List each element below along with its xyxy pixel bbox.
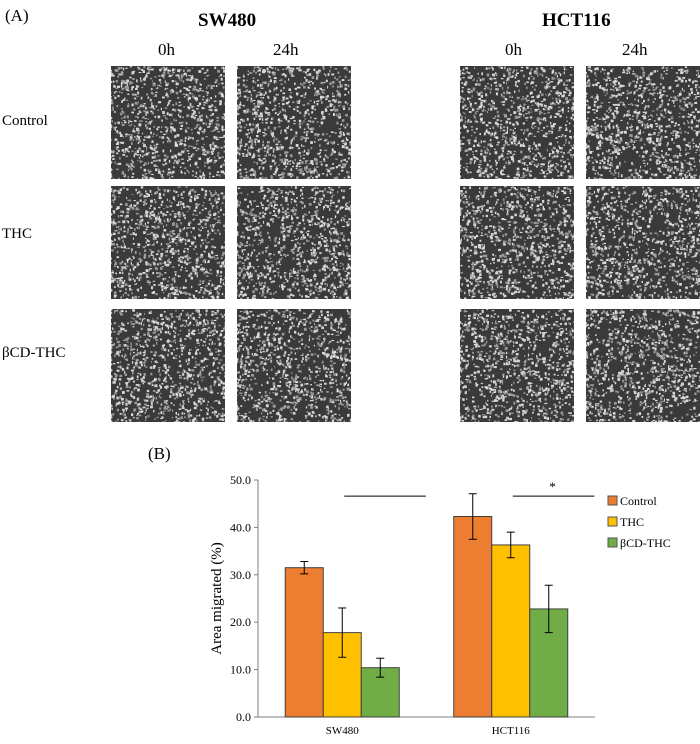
cell-line-title-hct116: HCT116 <box>542 10 611 31</box>
y-axis-title: Area migrated (%) <box>209 542 225 654</box>
bar-control-hct116 <box>453 515 493 718</box>
time-label-sw480-24h: 24h <box>273 40 299 59</box>
micrograph-control-hct116-24h <box>586 66 700 179</box>
micrograph-bcd-thc-hct116-24h <box>586 309 700 422</box>
legend-swatch-control <box>607 495 618 506</box>
legend-label-bcd-thc: βCD-THC <box>620 536 671 550</box>
micrograph-bcd-thc-sw480-0h <box>111 309 225 422</box>
micrograph-thc-sw480-24h <box>237 186 351 299</box>
micrograph-control-sw480-0h <box>111 66 225 179</box>
y-tick-label: 40.0 <box>230 520 251 534</box>
y-tick-label: 20.0 <box>230 615 251 629</box>
legend-label-control: Control <box>620 494 657 508</box>
micrograph-bcd-thc-hct116-0h <box>460 309 574 422</box>
time-label-hct116-0h: 0h <box>505 40 522 59</box>
legend-swatch-thc <box>607 516 618 527</box>
cell-line-title-sw480: SW480 <box>198 10 257 31</box>
row-label-bcd-thc: βCD-THC <box>2 345 66 361</box>
y-tick-label: 10.0 <box>230 663 251 677</box>
time-label-sw480-0h: 0h <box>158 40 175 59</box>
row-label-thc: THC <box>2 226 32 242</box>
y-tick-label: 50.0 <box>230 473 251 487</box>
time-label-hct116-24h: 24h <box>622 40 648 59</box>
bar-control-sw480 <box>284 567 324 718</box>
y-tick-label: 30.0 <box>230 568 251 582</box>
panel-b-label: (B) <box>148 444 171 463</box>
bar-thc-hct116 <box>491 544 531 718</box>
micrograph-thc-hct116-24h <box>586 186 700 299</box>
micrograph-thc-sw480-0h <box>111 186 225 299</box>
micrograph-thc-hct116-0h <box>460 186 574 299</box>
panel-a-label: (A) <box>5 6 29 25</box>
x-tick-label-sw480: SW480 <box>326 725 360 737</box>
legend-swatch-bcd-thc <box>607 537 618 548</box>
significance-star: * <box>549 479 556 494</box>
y-tick-label: 0.0 <box>236 710 251 724</box>
micrograph-control-hct116-0h <box>460 66 574 179</box>
x-tick-label-hct116: HCT116 <box>492 725 531 737</box>
legend-label-thc: THC <box>620 515 644 529</box>
row-label-control: Control <box>2 113 48 129</box>
micrograph-control-sw480-24h <box>237 66 351 179</box>
micrograph-bcd-thc-sw480-24h <box>237 309 351 422</box>
